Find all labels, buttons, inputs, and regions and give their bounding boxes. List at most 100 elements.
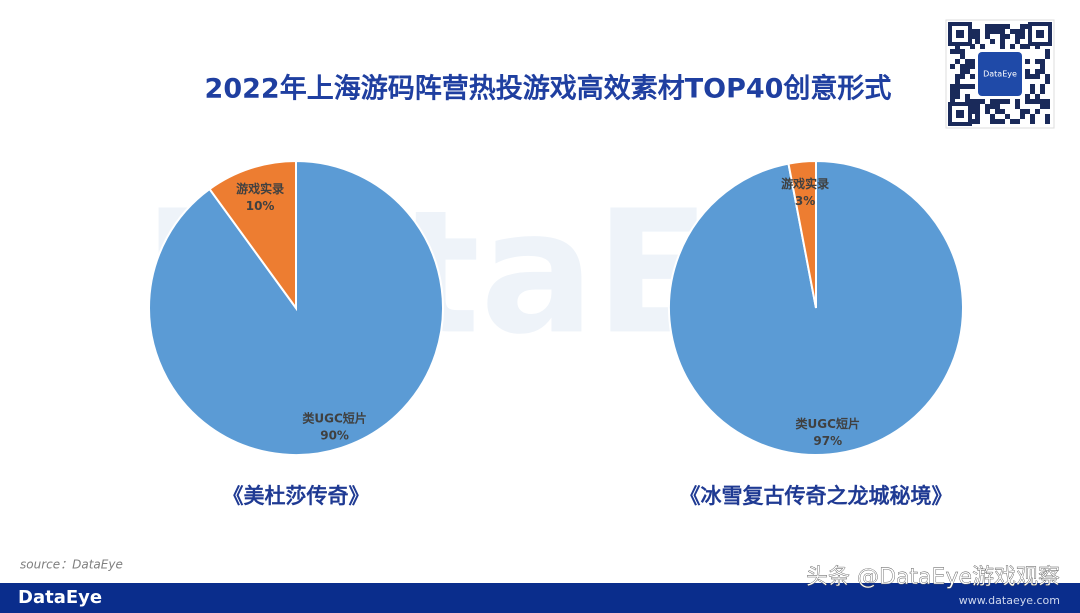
qr-dot [965,84,970,89]
qr-dot [980,99,985,104]
qr-dot [950,89,955,94]
qr-dot [990,29,995,34]
qr-dot [970,59,975,64]
slice-value-label: 97% [813,434,842,448]
qr-dot [985,109,990,114]
pie-slice [787,159,817,309]
qr-dot [985,104,990,109]
qr-dot [1015,29,1020,34]
qr-dot [985,24,990,29]
qr-dot [950,99,955,104]
url: www.dataeye.com [959,594,1060,607]
qr-dot [1035,69,1040,74]
qr-dot [955,44,960,49]
qr-finder-core [1036,30,1044,38]
qr-dot [1000,109,1005,114]
qr-dot [1045,74,1050,79]
qr-dot [1025,59,1030,64]
qr-dot [990,99,995,104]
slice-value-label: 10% [246,199,275,213]
qr-dot [950,94,955,99]
qr-dot [955,89,960,94]
qr-dot [1035,74,1040,79]
qr-dot [995,119,1000,124]
qr-dot [1020,109,1025,114]
qr-dot [995,24,1000,29]
qr-dot [975,29,980,34]
qr-dot [1015,104,1020,109]
qr-dot [1000,24,1005,29]
qr-dot [1040,59,1045,64]
qr-finder-core [956,30,964,38]
qr-dot [1000,99,1005,104]
qr-dot [1005,24,1010,29]
qr-dot [1035,109,1040,114]
qr-dot [1045,79,1050,84]
qr-dot [1025,109,1030,114]
qr-dot [995,104,1000,109]
qr-dot [1045,49,1050,54]
qr-dot [995,99,1000,104]
qr-dot [975,99,980,104]
qr-dot [950,49,955,54]
slice-label: 类UGC短片 [302,410,366,425]
slice-value-label: 90% [320,428,349,442]
slice-label: 游戏实录 [781,176,829,191]
qr-label: DataEye [983,70,1017,79]
qr-dot [1030,74,1035,79]
qr-dot [955,59,960,64]
qr-dot [950,64,955,69]
qr-dot [975,39,980,44]
qr-dot [965,59,970,64]
qr-dot [950,84,955,89]
qr-dot [1015,34,1020,39]
qr-dot [1045,119,1050,124]
pie-slice [208,159,297,312]
qr-dot [1000,44,1005,49]
qr-dot [1040,99,1045,104]
qr-dot [1030,84,1035,89]
qr-dot [995,29,1000,34]
qr-dot [965,69,970,74]
qr-dot [960,49,965,54]
qr-dot [1035,99,1040,104]
qr-dot [1040,84,1045,89]
title: 2022年上海游码阵营热投游戏高效素材TOP40创意形式 [205,73,892,105]
qr-dot [1005,114,1010,119]
qr-dot [1005,99,1010,104]
qr-dot [1025,24,1030,29]
qr-dot [1025,44,1030,49]
qr-dot [1000,29,1005,34]
qr-dot [990,39,995,44]
qr-dot [1005,34,1010,39]
qr-dot [980,44,985,49]
qr-dot [1045,104,1050,109]
slice-label: 类UGC短片 [796,416,860,431]
qr-dot [1035,44,1040,49]
qr-dot [960,84,965,89]
qr-dot [995,109,1000,114]
footer-bar [0,583,1080,613]
qr-dot [975,114,980,119]
footer-watermark: 头条 @DataEye游戏观察 [806,565,1060,590]
qr-dot [970,34,975,39]
qr-dot [1020,114,1025,119]
qr-dot [985,34,990,39]
qr-dot [975,109,980,114]
qr-dot [955,84,960,89]
qr-logo [978,52,1022,96]
qr-dot [1020,44,1025,49]
qr-dot [1045,54,1050,59]
qr-dot [1025,94,1030,99]
qr-dot [1030,119,1035,124]
qr-dot [1015,39,1020,44]
qr-dot [1035,59,1040,64]
qr-dot [1000,39,1005,44]
qr-dot [1040,69,1045,74]
qr-dot [990,104,995,109]
qr-dot [1025,69,1030,74]
qr-dot [970,44,975,49]
qr-dot [955,94,960,99]
qr-dot [970,29,975,34]
